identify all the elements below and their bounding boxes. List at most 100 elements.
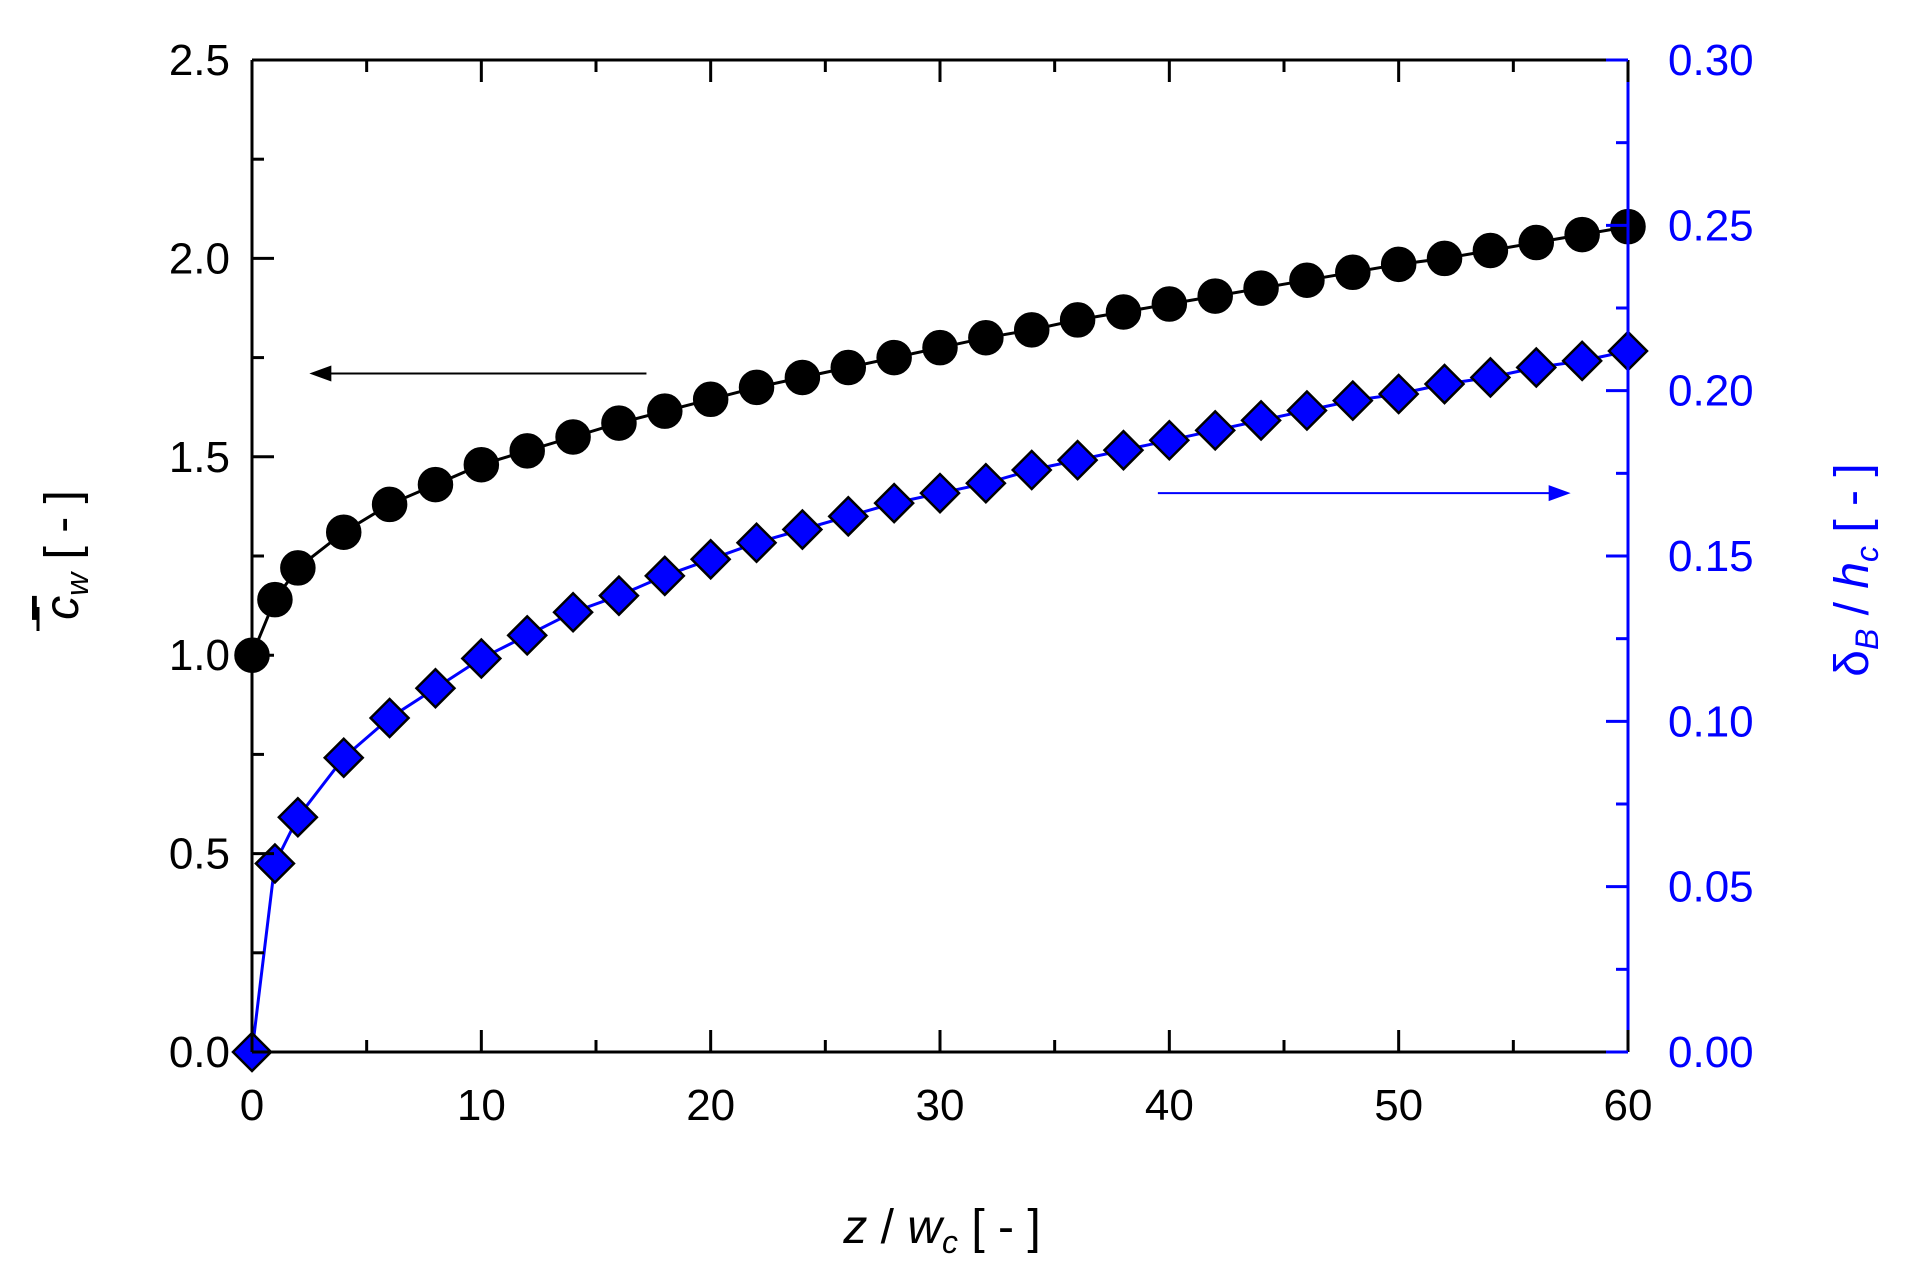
data-point-diamond — [1148, 419, 1191, 462]
right-axis-title-slash: / — [1826, 589, 1879, 629]
right-arrow-head — [1548, 485, 1571, 502]
data-point-diamond — [689, 538, 732, 581]
y-right-tick-label: 0.00 — [1668, 1028, 1754, 1077]
annotation-arrows — [309, 365, 1571, 502]
data-point-diamond — [460, 637, 503, 680]
data-point-circle — [463, 446, 500, 483]
data-point-circle — [1243, 270, 1279, 306]
data-point-circle — [280, 550, 316, 586]
data-point-diamond — [1240, 399, 1282, 442]
right-axis-title-unit: [ - ] — [1826, 463, 1879, 546]
y-left-tick-label: 2.0 — [169, 234, 230, 283]
data-point-circle — [1518, 224, 1555, 261]
data-point-circle — [968, 320, 1004, 356]
left-axis-title-sub: w — [59, 571, 95, 596]
y-left-tick-label: 0.5 — [169, 830, 230, 879]
data-point-circle — [601, 405, 637, 441]
data-point-diamond — [1423, 363, 1466, 405]
axis-ticks — [250, 58, 1630, 1054]
left-arrow-head — [309, 365, 332, 382]
series-markers — [231, 208, 1649, 1073]
data-point-circle — [784, 359, 821, 396]
left-axis-title-group: cw [ - ] — [36, 490, 95, 631]
x-axis-title-slash: / — [867, 1201, 907, 1254]
data-point-circle — [1197, 278, 1233, 314]
data-point-diamond — [552, 591, 594, 633]
right-axis-title-sub1: B — [1849, 629, 1885, 650]
data-point-diamond — [277, 796, 319, 838]
data-point-diamond — [965, 462, 1007, 505]
x-axis-title-sub: c — [942, 1224, 958, 1260]
right-axis-title: δB / hc [ - ] — [1826, 463, 1885, 676]
data-point-circle — [325, 514, 362, 550]
data-point-diamond — [781, 508, 824, 551]
data-point-circle — [692, 381, 729, 418]
data-point-diamond — [1194, 409, 1236, 452]
data-point-diamond — [1515, 346, 1558, 389]
x-tick-label: 40 — [1145, 1081, 1194, 1130]
data-point-diamond — [827, 495, 870, 538]
y-right-tick-label: 0.20 — [1668, 367, 1754, 416]
data-point-diamond — [254, 842, 296, 885]
x-tick-label: 0 — [240, 1081, 264, 1130]
data-point-circle — [1472, 232, 1509, 269]
left-axis-title-unit: [ - ] — [36, 490, 89, 573]
data-point-circle — [1380, 246, 1417, 283]
right-axis-title-group: δB / hc [ - ] — [1826, 463, 1885, 676]
series-line-delta-b-h-c — [250, 349, 1629, 1053]
x-axis-title: z / wc [ - ] — [842, 1201, 1040, 1260]
series-line-c-w — [250, 225, 1629, 656]
data-point-circle — [647, 393, 683, 429]
data-point-circle — [1335, 254, 1371, 291]
x-tick-label: 30 — [916, 1081, 965, 1130]
data-point-diamond — [735, 522, 778, 564]
y-right-tick-label: 0.25 — [1668, 201, 1754, 250]
right-axis-title-sub2: c — [1849, 546, 1885, 562]
data-point-circle — [1289, 262, 1325, 298]
y-right-tick-label: 0.05 — [1668, 863, 1754, 912]
data-point-diamond — [368, 697, 411, 739]
data-point-diamond — [1332, 379, 1374, 422]
data-point-diamond — [873, 482, 915, 524]
data-point-diamond — [644, 555, 686, 597]
x-axis-title-unit: [ - ] — [958, 1201, 1041, 1254]
right-axis-title-var2: h — [1826, 562, 1879, 589]
data-point-diamond — [598, 574, 640, 617]
tick-labels: 0 10 20 30 40 50 60 0.0 0.5 1.0 1.5 2.0 2.5 0.00 0.05 0… — [169, 36, 1754, 1130]
x-tick-label: 10 — [457, 1081, 506, 1130]
x-axis-title-var: z — [842, 1201, 867, 1254]
axes — [250, 58, 1630, 1054]
data-point-diamond — [506, 614, 548, 657]
data-point-circle — [257, 581, 293, 618]
y-right-tick-label: 0.15 — [1668, 532, 1754, 581]
data-point-circle — [1105, 294, 1142, 330]
data-point-circle — [1059, 302, 1096, 338]
data-point-diamond — [1377, 373, 1420, 415]
data-point-diamond — [1010, 449, 1053, 491]
left-axis-title: cw [ - ] — [36, 490, 95, 620]
y-left-tick-label: 1.0 — [169, 631, 230, 680]
x-tick-label: 50 — [1374, 1081, 1423, 1130]
data-point-diamond — [414, 667, 457, 710]
data-point-circle — [1013, 312, 1050, 348]
y-left-tick-label: 2.5 — [169, 36, 230, 85]
data-point-circle — [876, 339, 912, 376]
data-point-circle — [371, 486, 408, 523]
data-point-circle — [922, 329, 958, 366]
data-point-circle — [1426, 240, 1463, 277]
x-tick-label: 60 — [1604, 1081, 1653, 1130]
data-point-circle — [830, 349, 867, 386]
y-right-tick-label: 0.10 — [1668, 697, 1754, 746]
data-point-circle — [555, 419, 591, 455]
data-point-diamond — [1056, 439, 1099, 481]
data-point-circle — [509, 433, 545, 469]
data-point-diamond — [1469, 356, 1512, 399]
left-axis-title-var: c — [36, 596, 89, 620]
data-point-circle — [1564, 216, 1600, 253]
x-axis-title-var2: w — [907, 1201, 945, 1254]
data-point-diamond — [1102, 429, 1145, 471]
y-right-tick-label: 0.30 — [1668, 36, 1754, 85]
data-point-diamond — [322, 736, 365, 779]
right-axis-title-var1: δ — [1826, 650, 1879, 677]
